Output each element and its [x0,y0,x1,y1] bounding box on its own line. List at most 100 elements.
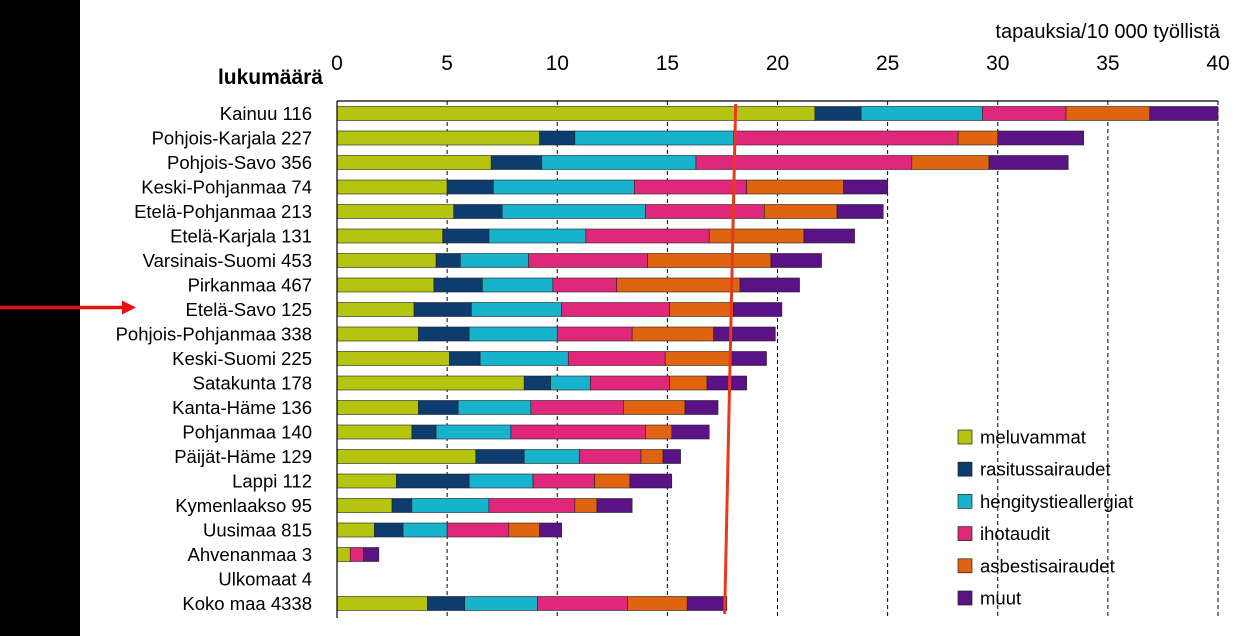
bar-segment-hengitystieallergiat [411,498,490,513]
bar-segment-meluvammat [336,204,455,219]
bar-segment-ihotaudit [349,547,364,562]
legend-label-hengitystieallergiat: hengitystieallergiat [980,491,1133,512]
bar-segment-muut [988,155,1069,170]
bar-segment-asbestisairaudet [640,449,664,464]
category-label: Kainuu 116 [220,103,312,124]
bar-segment-muut [686,596,728,611]
bar-segment-meluvammat [336,155,492,170]
bar-segment-meluvammat [336,596,428,611]
category-label: Varsinais-Suomi 453 [143,250,312,271]
category-label: Satakunta 178 [193,373,312,394]
bar-segment-hengitystieallergiat [523,449,580,464]
bar-segment-asbestisairaudet [911,155,990,170]
legend: meluvammat rasitussairaudet hengitystieall… [957,427,1133,609]
bar-segment-asbestisairaudet [669,302,734,317]
bar-segment-meluvammat [336,498,393,513]
bar-segment-rasitussairaudet [411,424,437,440]
bar-segment-hengitystieallergiat [457,400,532,415]
bar-segment-muut [836,204,884,219]
bar-segment-muut [706,375,747,391]
bar-segment-meluvammat [336,351,450,366]
arrow-head [122,300,136,315]
bar-segment-meluvammat [336,424,413,440]
bar-segment-rasitussairaudet [442,228,490,244]
legend-label-ihotaudit: ihotaudit [980,523,1050,544]
bar-segment-hengitystieallergiat [574,130,734,146]
bar-segment-asbestisairaudet [763,204,838,219]
bar-segment-rasitussairaudet [475,449,525,464]
legend-swatch-ihotaudit [957,526,973,541]
bar-segment-asbestisairaudet [645,424,673,440]
category-label: Keski-Pohjanmaa 74 [141,177,312,198]
bar-segment-hengitystieallergiat [460,253,529,268]
bar-segment-rasitussairaudet [391,498,413,513]
bar-segment-meluvammat [336,473,397,489]
bar-segment-muut [684,400,719,415]
bar-segment-ihotaudit [982,106,1067,121]
bar-segment-hengitystieallergiat [482,277,554,293]
bar-segment-hengitystieallergiat [471,302,562,317]
bar-segment-ihotaudit [488,498,576,513]
bar-segment-muut [739,277,800,293]
bar-segment-meluvammat [336,400,419,415]
bar-segment-meluvammat [336,277,435,293]
bar-segment-hengitystieallergiat [479,351,569,366]
category-label: Kymenlaakso 95 [175,495,312,516]
bar-segment-rasitussairaudet [418,400,459,415]
bar-segment-meluvammat [336,547,351,562]
bar-segment-muut [803,228,855,244]
bar-segment-ihotaudit [578,449,642,464]
bar-segment-meluvammat [336,106,816,121]
bar-segment-hengitystieallergiat [860,106,983,121]
bar-segment-asbestisairaudet [508,522,540,538]
legend-swatch-muut [957,590,973,606]
bar-segment-meluvammat [336,228,444,244]
bar-segment-muut [843,179,888,195]
legend-label-meluvammat: meluvammat [980,427,1086,448]
bar-segment-meluvammat [336,449,477,464]
bar-segment-ihotaudit [561,302,670,317]
bar-segment-asbestisairaudet [623,400,686,415]
x-tick-label-15: 15 [656,52,679,75]
bar-segment-ihotaudit [585,228,710,244]
bars [336,106,1219,611]
category-label: Keski-Suomi 225 [172,348,312,369]
category-labels: Kainuu 116 Pohjois-Karjala 227 Pohjois-Sav… [116,103,312,614]
legend-swatch-rasitussairaudet [957,461,973,477]
bar-segment-rasitussairaudet [435,253,461,268]
bar-segment-meluvammat [336,253,437,268]
bar-segment-rasitussairaudet [490,155,543,170]
bar-segment-muut [1149,106,1219,121]
bar-segment-asbestisairaudet [616,277,741,293]
category-label: Ulkomaat 4 [218,569,312,590]
bar-segment-muut [671,424,710,440]
legend-label-muut: muut [980,588,1021,609]
left-black-band [0,0,80,636]
bar-segment-meluvammat [336,375,525,391]
bar-segment-asbestisairaudet [647,253,772,268]
bar-segment-meluvammat [336,326,419,342]
category-label: Etelä-Savo 125 [185,299,312,320]
bar-segment-ihotaudit [446,522,510,538]
bar-segment-muut [730,351,767,366]
bar-segment-rasitussairaudet [453,204,503,219]
bar-segment-rasitussairaudet [427,596,466,611]
bar-segment-ihotaudit [556,326,633,342]
bar-segment-asbestisairaudet [631,326,714,342]
bar-segment-asbestisairaudet [1065,106,1151,121]
bar-segment-muut [733,302,783,317]
y-axis-label: lukumäärä [218,66,323,89]
category-label: Ahvenanmaa 3 [188,544,312,565]
category-label: Päijät-Häme 129 [174,446,312,467]
bar-segment-rasitussairaudet [418,326,470,342]
x-tick-label-35: 35 [1096,52,1119,75]
bar-segment-asbestisairaudet [957,130,999,146]
legend-label-rasitussairaudet: rasitussairaudet [980,459,1111,480]
bar-segment-rasitussairaudet [449,351,481,366]
bar-segment-muut [596,498,633,513]
category-label: Pohjois-Karjala 227 [152,128,312,149]
bar-segment-ihotaudit [589,375,670,391]
category-label: Lappi 112 [232,471,312,492]
legend-swatch-hengitystieallergiat [957,494,973,509]
